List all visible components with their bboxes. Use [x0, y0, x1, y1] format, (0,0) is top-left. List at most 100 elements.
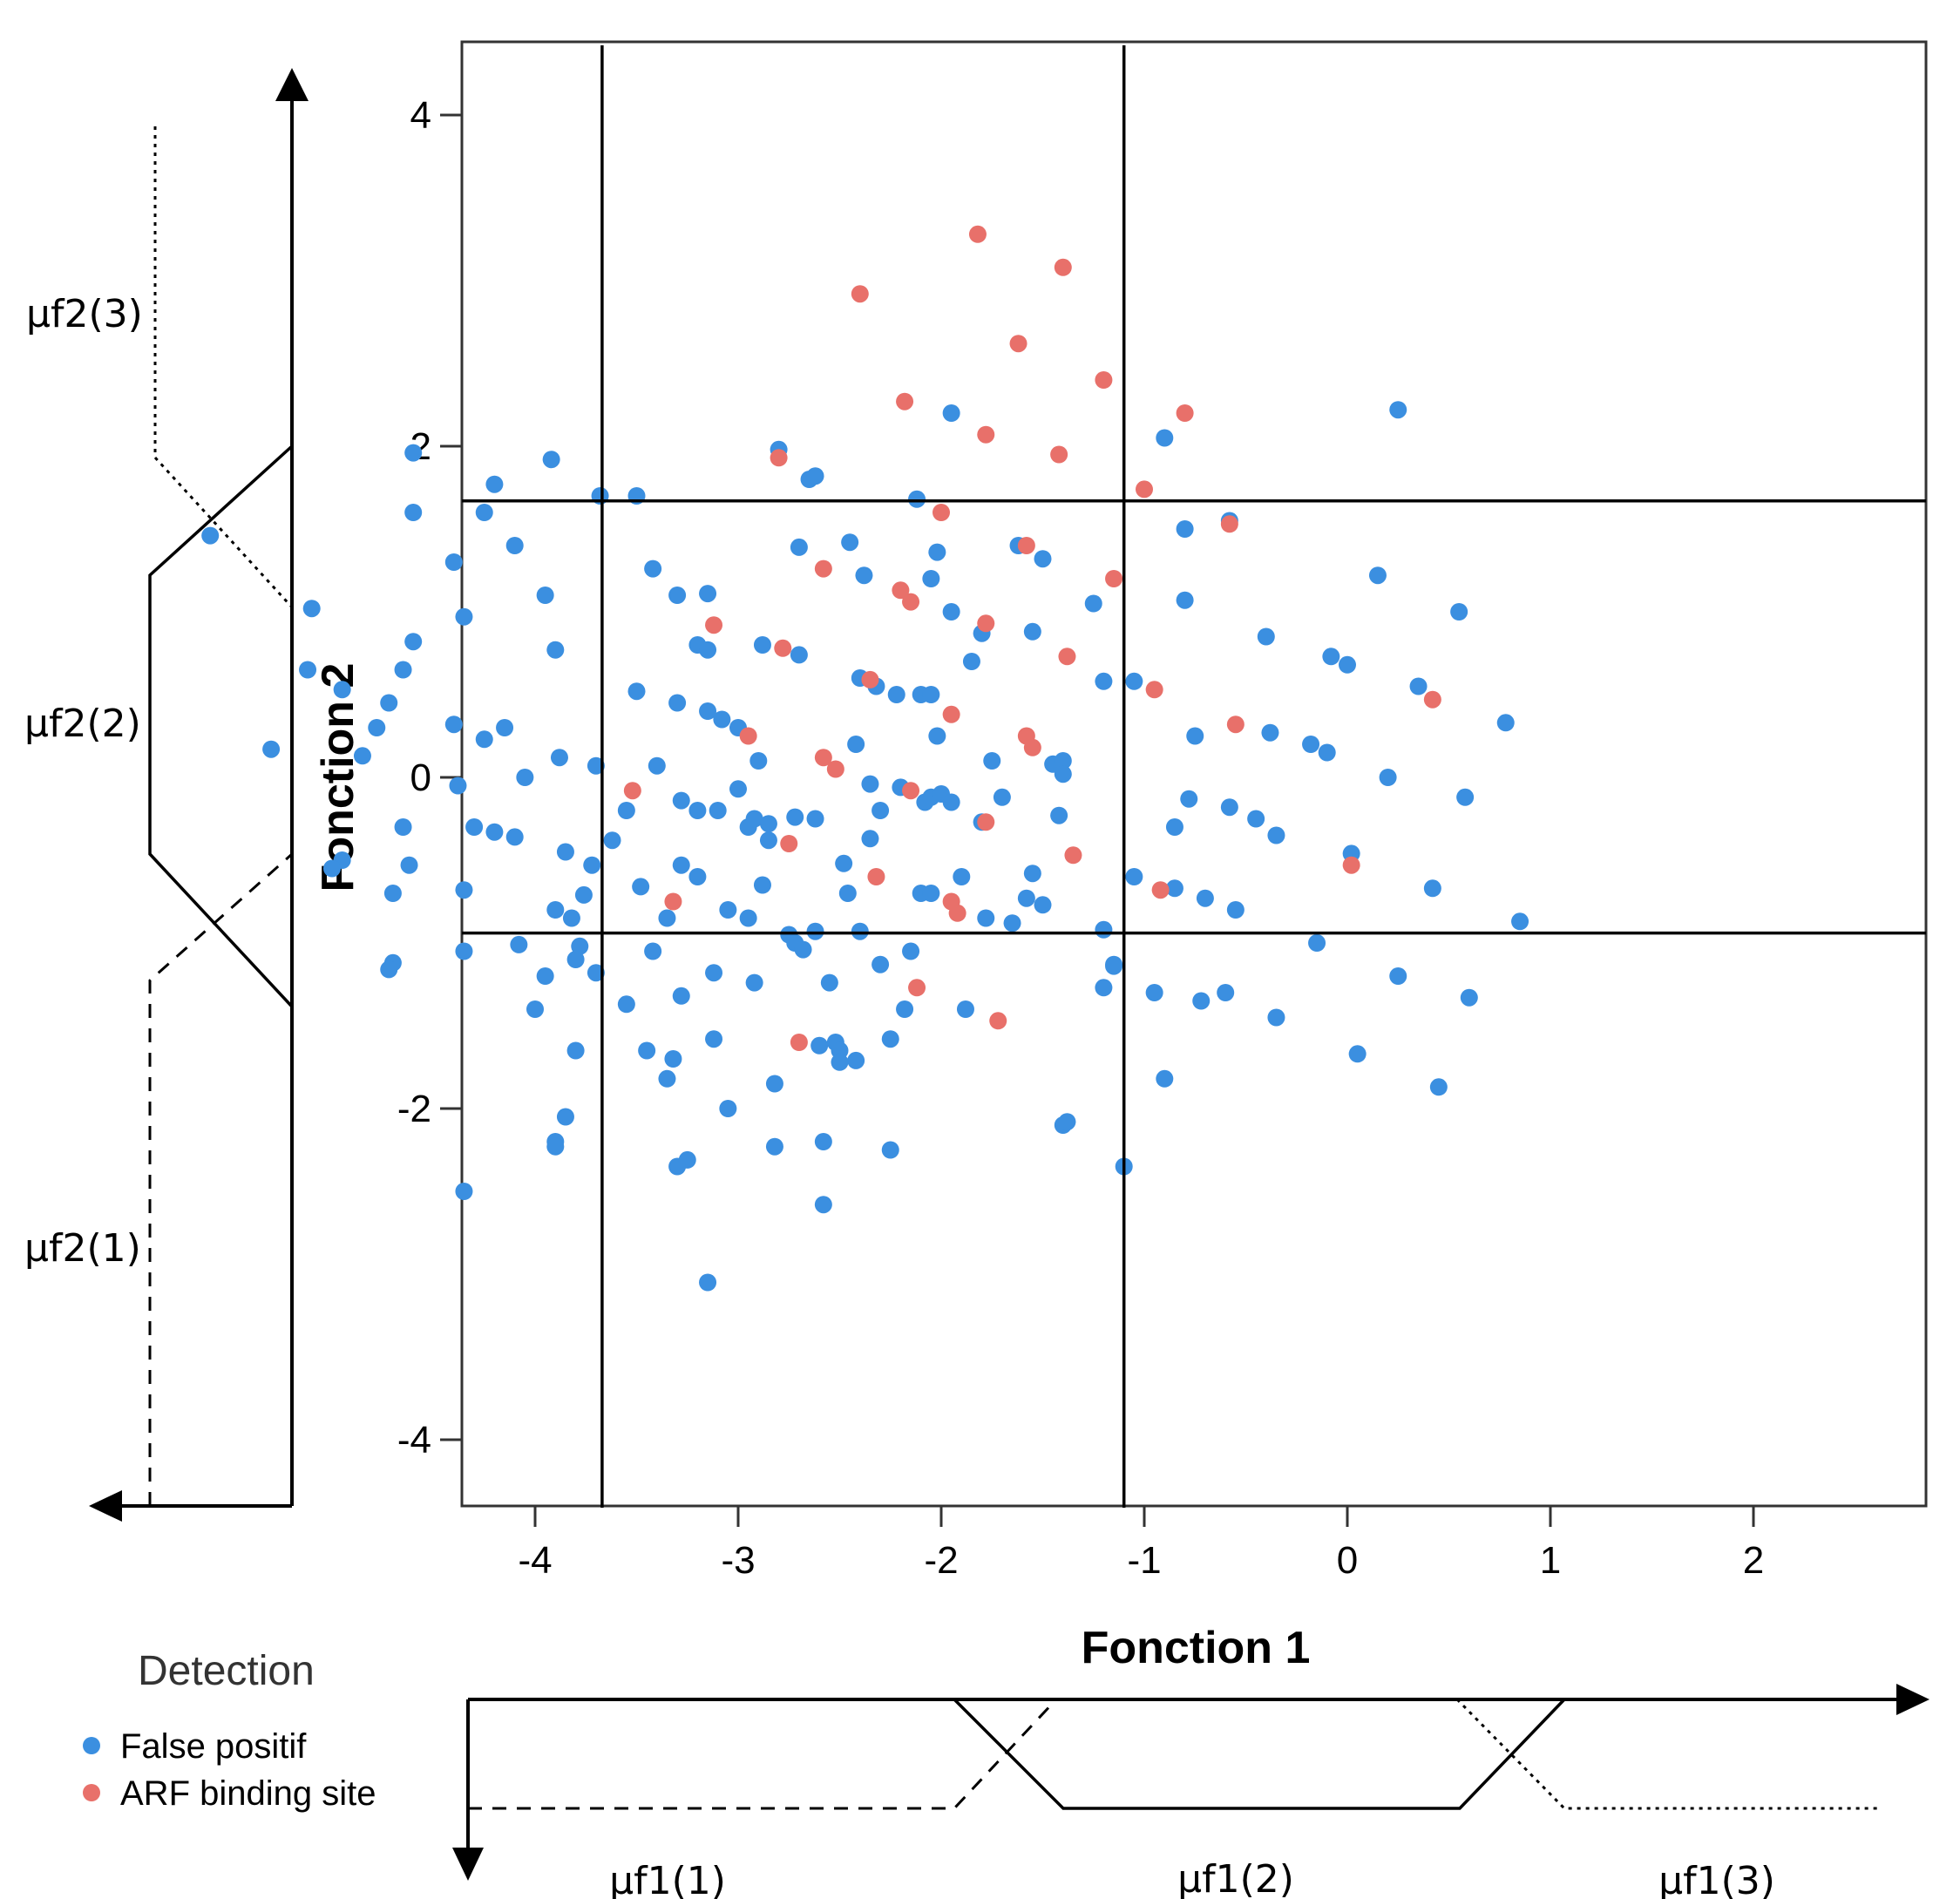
- point-false-positif: [1308, 934, 1326, 952]
- point-false-positif: [536, 967, 554, 985]
- point-false-positif: [1034, 550, 1052, 568]
- point-false-positif: [404, 504, 423, 521]
- point-false-positif: [871, 802, 890, 819]
- point-false-positif: [847, 1051, 865, 1069]
- point-false-positif: [1409, 677, 1428, 695]
- point-false-positif: [562, 909, 580, 927]
- y-axis: 4 2 0 -2 -4: [397, 94, 462, 1462]
- point-false-positif: [444, 553, 463, 571]
- point-false-positif: [353, 747, 371, 765]
- plot-area: [460, 40, 1928, 1508]
- point-arf-binding-site: [1054, 258, 1072, 276]
- membership-f1-diagram: μf1(1) μf1(2) μf1(3): [452, 1684, 1929, 1899]
- point-false-positif: [404, 633, 423, 651]
- x-axis: -4 -3 -2 -1 0 1 2: [518, 1506, 1764, 1582]
- point-false-positif: [1017, 889, 1035, 907]
- point-false-positif: [1511, 912, 1529, 931]
- point-arf-binding-site: [968, 225, 987, 243]
- x-tick-label: -4: [518, 1539, 552, 1582]
- x-tick-label: 1: [1540, 1539, 1561, 1582]
- point-false-positif: [1095, 672, 1113, 690]
- point-false-positif: [806, 922, 824, 940]
- point-false-positif: [1460, 988, 1478, 1007]
- point-false-positif: [394, 661, 412, 679]
- point-arf-binding-site: [1220, 515, 1238, 533]
- point-false-positif: [516, 769, 534, 786]
- point-false-positif: [806, 467, 824, 485]
- point-false-positif: [745, 973, 763, 992]
- point-arf-binding-site: [1145, 681, 1163, 699]
- point-arf-binding-site: [1423, 690, 1441, 709]
- point-false-positif: [851, 922, 869, 940]
- point-false-positif: [526, 1000, 544, 1018]
- point-false-positif: [668, 694, 687, 712]
- point-false-positif: [1217, 984, 1235, 1001]
- point-false-positif: [729, 780, 747, 798]
- point-false-positif: [922, 686, 940, 703]
- point-false-positif: [1084, 594, 1102, 613]
- point-false-positif: [709, 802, 727, 819]
- point-false-positif: [672, 987, 690, 1005]
- point-false-positif: [881, 1030, 899, 1048]
- point-arf-binding-site: [1095, 371, 1113, 389]
- arrow-down-icon: [452, 1848, 484, 1881]
- point-false-positif: [806, 810, 824, 828]
- point-false-positif: [496, 719, 514, 736]
- point-arf-binding-site: [989, 1012, 1007, 1030]
- point-false-positif: [908, 490, 926, 508]
- point-false-positif: [861, 830, 879, 848]
- point-arf-binding-site: [1064, 846, 1082, 865]
- point-false-positif: [699, 641, 717, 659]
- point-false-positif: [928, 727, 946, 745]
- x-axis-title: Fonction 1: [1082, 1623, 1311, 1673]
- point-arf-binding-site: [770, 449, 788, 467]
- point-false-positif: [786, 808, 804, 826]
- point-arf-binding-site: [933, 504, 950, 521]
- point-false-positif: [993, 788, 1011, 806]
- point-false-positif: [664, 1050, 682, 1068]
- point-false-positif: [814, 1133, 832, 1150]
- y-tick-label: 0: [410, 756, 431, 799]
- point-false-positif: [688, 802, 707, 819]
- point-false-positif: [835, 854, 853, 872]
- arrow-up-icon: [275, 68, 309, 101]
- point-false-positif: [583, 856, 601, 874]
- point-false-positif: [617, 802, 635, 819]
- point-false-positif: [505, 537, 524, 554]
- point-false-positif: [1023, 622, 1041, 641]
- arrow-left-icon: [89, 1490, 122, 1522]
- point-false-positif: [455, 607, 473, 626]
- point-false-positif: [648, 756, 666, 775]
- point-false-positif: [485, 475, 504, 493]
- point-false-positif: [1196, 889, 1214, 907]
- legend-marker-false-positif: [83, 1737, 100, 1754]
- point-false-positif: [847, 736, 865, 753]
- point-arf-binding-site: [1058, 648, 1076, 666]
- legend-title: Detection: [138, 1648, 315, 1694]
- point-false-positif: [658, 909, 676, 927]
- point-false-positif: [404, 444, 423, 462]
- point-arf-binding-site: [977, 614, 995, 633]
- point-false-positif: [455, 942, 473, 960]
- point-false-positif: [333, 681, 351, 699]
- point-false-positif: [759, 815, 777, 833]
- point-false-positif: [485, 823, 504, 841]
- mf1-1-curve: [468, 1698, 1058, 1810]
- mf2-2-curve: [148, 444, 294, 1008]
- point-false-positif: [1247, 810, 1265, 828]
- point-arf-binding-site: [892, 581, 910, 600]
- point-false-positif: [1156, 1069, 1174, 1088]
- mf2-3-curve: [153, 126, 296, 612]
- point-false-positif: [400, 856, 418, 874]
- point-false-positif: [475, 730, 493, 749]
- point-false-positif: [603, 831, 621, 850]
- point-false-positif: [1348, 1045, 1367, 1063]
- point-arf-binding-site: [1017, 537, 1035, 554]
- point-false-positif: [841, 533, 859, 552]
- mf1-3-label: μf1(3): [1658, 1859, 1775, 1899]
- point-false-positif: [753, 636, 771, 654]
- point-arf-binding-site: [739, 727, 757, 745]
- point-false-positif: [1257, 627, 1275, 646]
- point-false-positif: [262, 740, 281, 758]
